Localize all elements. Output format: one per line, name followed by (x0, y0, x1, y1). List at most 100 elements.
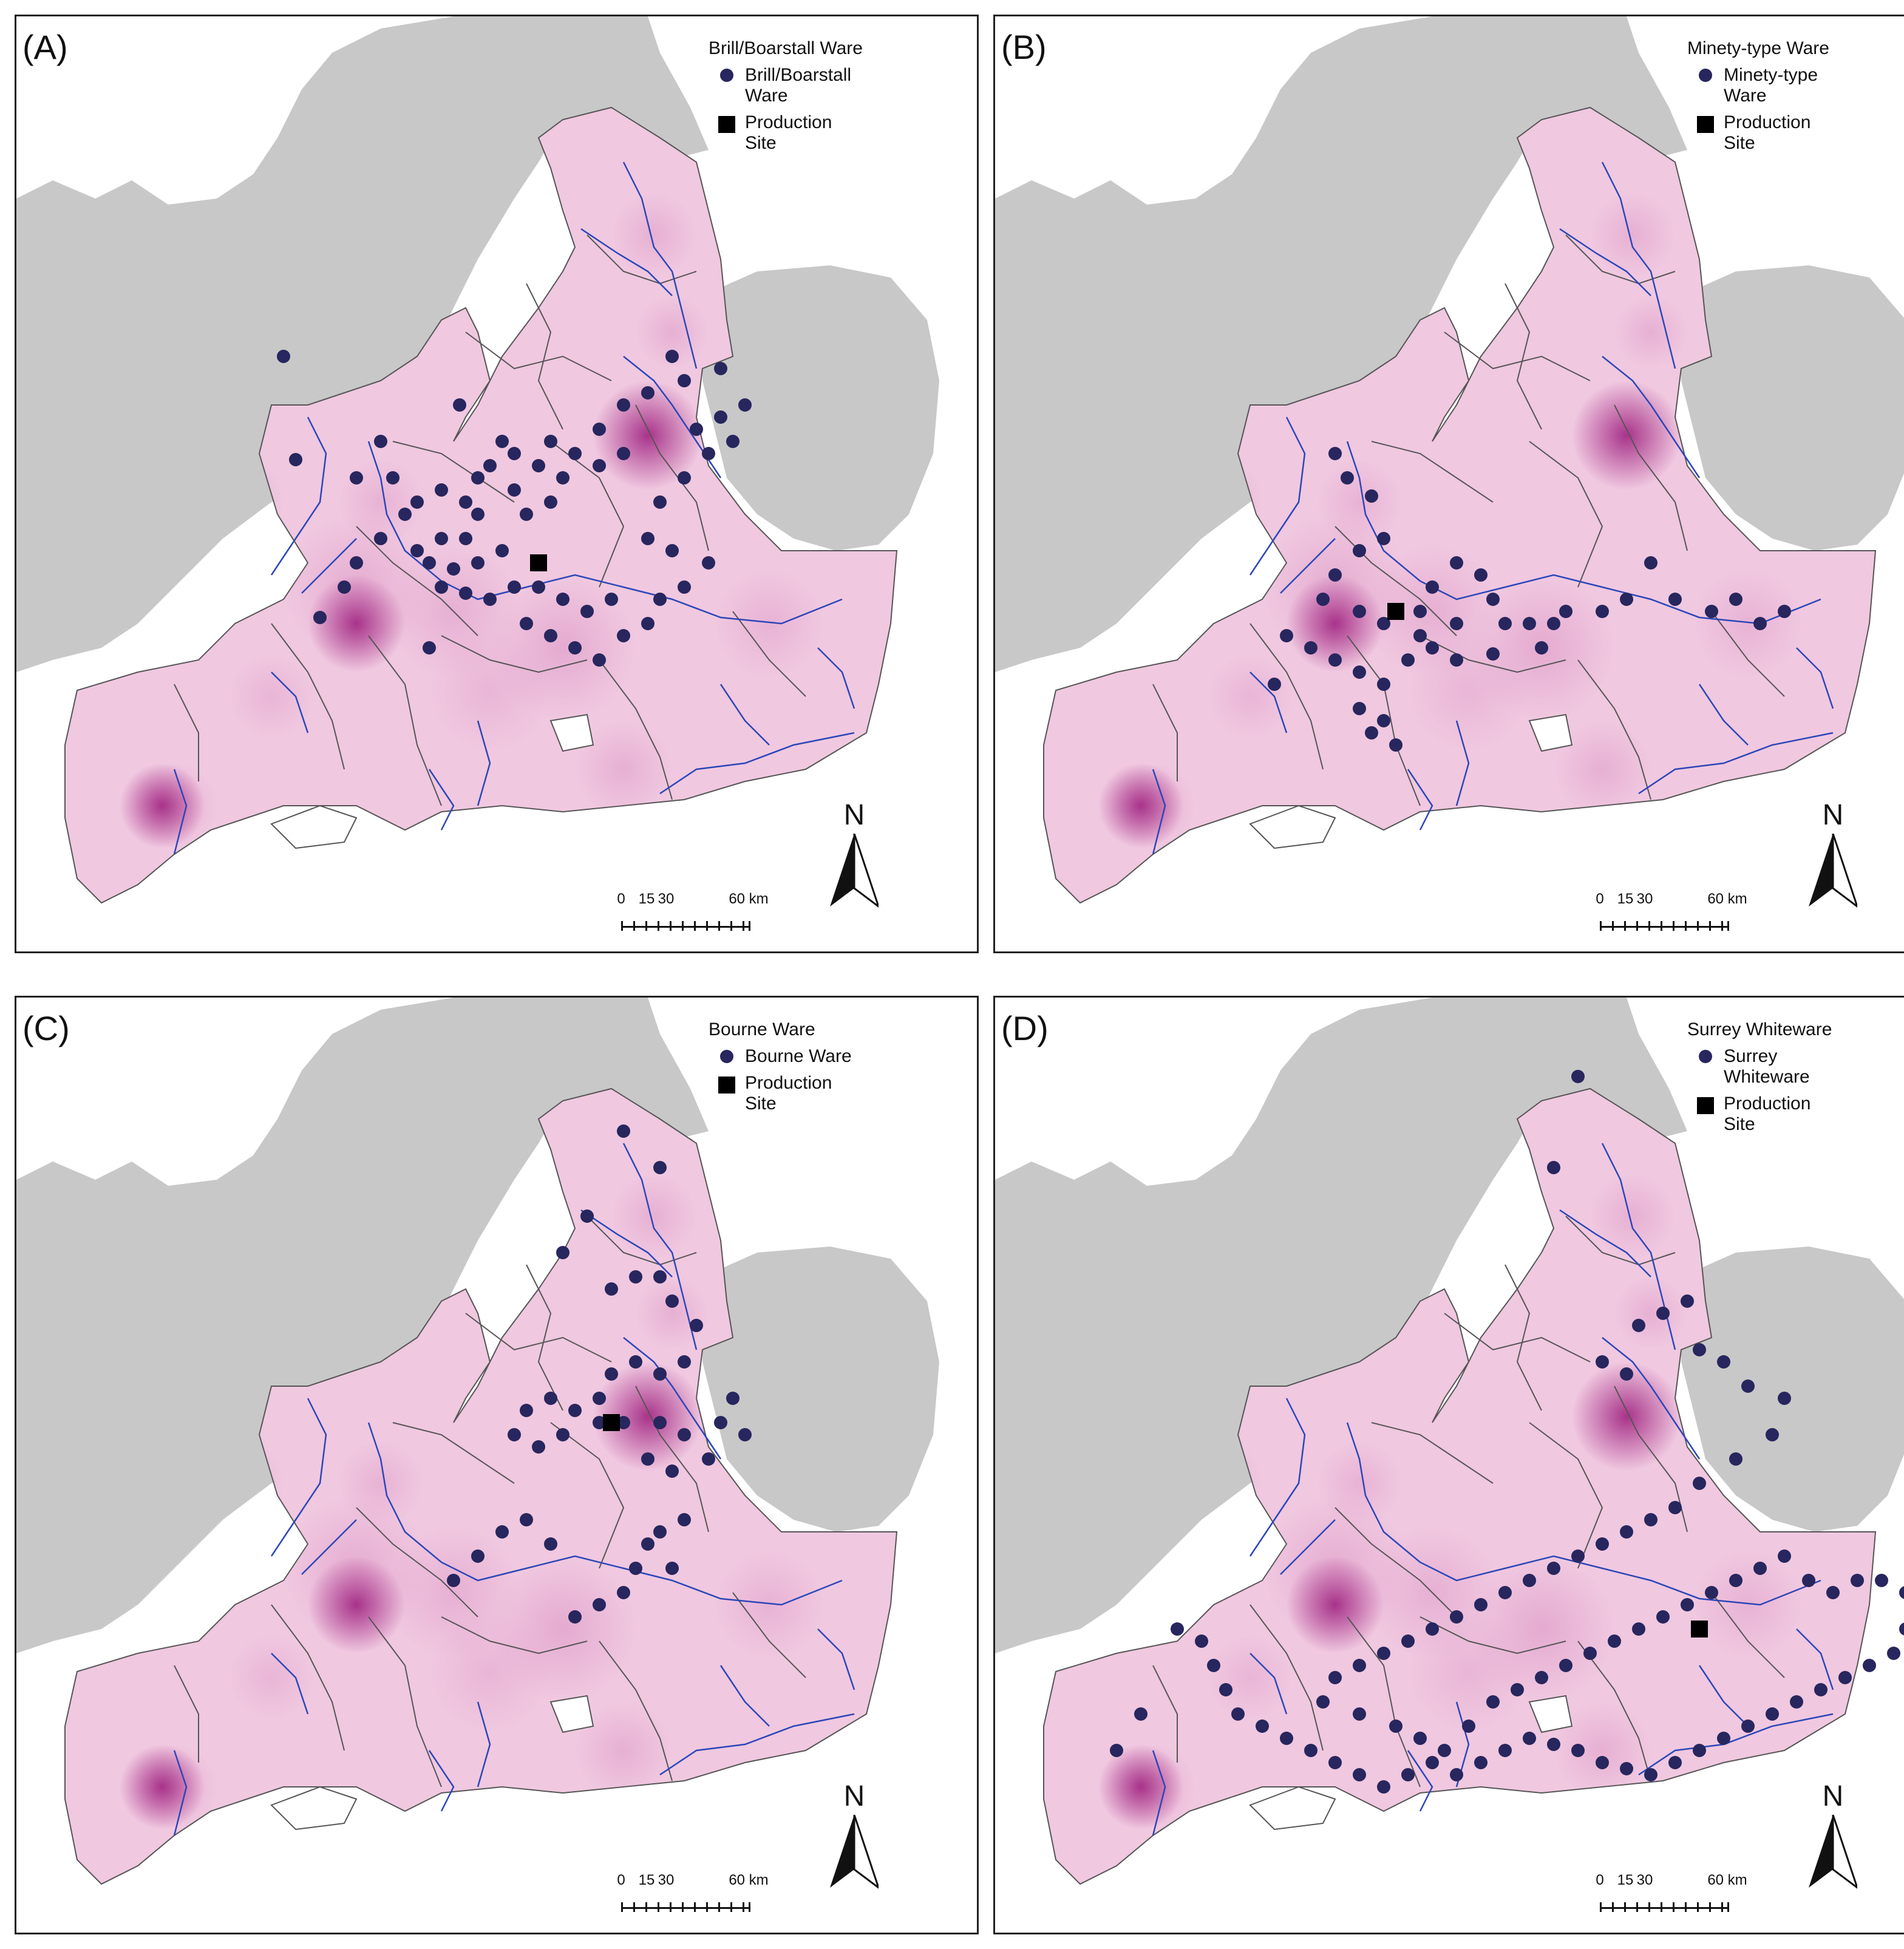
river (1638, 732, 1834, 795)
find-site-dot (1826, 1586, 1840, 1599)
scale-tick (1661, 1902, 1662, 1912)
square-symbol-icon (718, 1077, 735, 1094)
find-site-dot (629, 1355, 642, 1369)
find-site-dot (617, 447, 630, 460)
river (1152, 769, 1166, 855)
find-site-dot (556, 1246, 570, 1259)
find-site-dot (1316, 1695, 1330, 1709)
find-site-dot (1353, 1659, 1366, 1672)
surrounding-land (702, 1247, 939, 1532)
find-site-dot (1438, 1744, 1451, 1757)
county-boundary (1504, 283, 1542, 430)
map-panel-c: (C) Bourne Ware Bourne Ware Production Site… (15, 996, 979, 1934)
find-site-dot (1717, 1355, 1730, 1369)
river (428, 1750, 455, 1812)
find-site-dot (653, 593, 667, 606)
county-boundary (1577, 659, 1651, 800)
find-site-dot (1316, 593, 1330, 606)
find-site-dot (1681, 1598, 1694, 1611)
scale-tick (749, 1902, 750, 1912)
scale-tick (694, 921, 696, 931)
find-site-dot (1632, 1319, 1645, 1332)
find-site-dot (1620, 1367, 1633, 1381)
find-site-dot (1596, 1537, 1609, 1551)
find-site-dot (1450, 556, 1463, 570)
north-arrow: N (1803, 800, 1863, 913)
county-boundary (1444, 332, 1591, 381)
find-site-dot (471, 471, 484, 485)
county-boundary (1577, 1641, 1651, 1781)
legend-square-label: Production Site (1724, 112, 1811, 153)
find-site-dot (714, 362, 727, 375)
find-site-dot (1474, 568, 1487, 582)
county-boundary (1152, 1665, 1178, 1763)
river (1250, 672, 1288, 733)
find-site-dot (1620, 1762, 1633, 1775)
scale-bar: 0 15 30 60 km (1596, 891, 1758, 939)
find-site-dot (653, 495, 667, 509)
gap-area (270, 1786, 358, 1831)
find-site-dot (593, 459, 606, 472)
find-site-dot (617, 629, 630, 642)
river (271, 1653, 309, 1715)
find-site-dot (1486, 593, 1500, 606)
county-boundary (392, 441, 515, 503)
river (580, 228, 673, 296)
density-hotspot (1287, 1556, 1384, 1653)
scale-bar: 0 15 30 60 km (1596, 1872, 1758, 1920)
find-site-dot (423, 641, 436, 655)
find-site-dot (435, 483, 448, 497)
find-site-dot (1863, 1659, 1876, 1672)
square-symbol-icon (1697, 116, 1714, 133)
find-site-dot (520, 1404, 533, 1417)
find-site-dot (1571, 1070, 1585, 1083)
density-hotspot (593, 1362, 702, 1471)
find-site-dot (714, 410, 727, 424)
find-site-dot (1693, 1343, 1706, 1356)
find-site-dot (702, 447, 715, 460)
find-site-dot (593, 653, 606, 667)
density-blob (1554, 721, 1651, 818)
panel-label: (A) (22, 28, 68, 66)
county-boundary (586, 1216, 697, 1266)
scale-label: 0 (617, 1872, 625, 1888)
scale-tick (1648, 1902, 1650, 1912)
find-site-dot (544, 1537, 557, 1551)
find-site-dot (410, 544, 424, 557)
legend-square-label: Production Site (745, 112, 832, 153)
county-boundary (1250, 623, 1324, 770)
county-boundary (599, 1641, 673, 1781)
scale-label: 30 (658, 1872, 675, 1888)
scale-tick (706, 1902, 708, 1912)
county-boundary (732, 1592, 806, 1678)
legend-row-dot: Surrey Whiteware (1687, 1046, 1904, 1087)
find-site-dot (1401, 1634, 1415, 1648)
scale-tick (658, 921, 659, 931)
find-site-dot (1753, 1562, 1767, 1575)
county-boundary (635, 1386, 709, 1532)
river (1698, 1665, 1749, 1727)
find-site-dot (435, 532, 448, 545)
find-site-dot (1523, 1732, 1536, 1745)
legend: Brill/Boarstall Ware Brill/Boarstall Ware… (709, 38, 964, 160)
find-site-dot (338, 580, 351, 594)
north-arrow-icon (830, 1815, 879, 1889)
river (1407, 1750, 1433, 1812)
find-site-dot (1462, 1719, 1475, 1733)
find-site-dot (1328, 1756, 1342, 1769)
river (1249, 1398, 1306, 1557)
river (1559, 228, 1651, 296)
legend-row-dot: Minety-type Ware (1687, 65, 1904, 106)
find-site-dot (508, 580, 521, 594)
find-site-dot (1729, 593, 1742, 606)
legend-dot-label: Minety-type Ware (1724, 65, 1818, 106)
find-site-dot (313, 611, 327, 624)
find-site-dot (678, 374, 691, 387)
find-site-dot (1450, 617, 1463, 630)
find-site-dot (495, 544, 509, 557)
find-site-dot (1377, 1780, 1390, 1794)
find-site-dot (641, 1537, 654, 1551)
county-boundary (1420, 1616, 1566, 1655)
find-site-dot (1426, 1756, 1439, 1769)
find-site-dot (1778, 1549, 1791, 1563)
